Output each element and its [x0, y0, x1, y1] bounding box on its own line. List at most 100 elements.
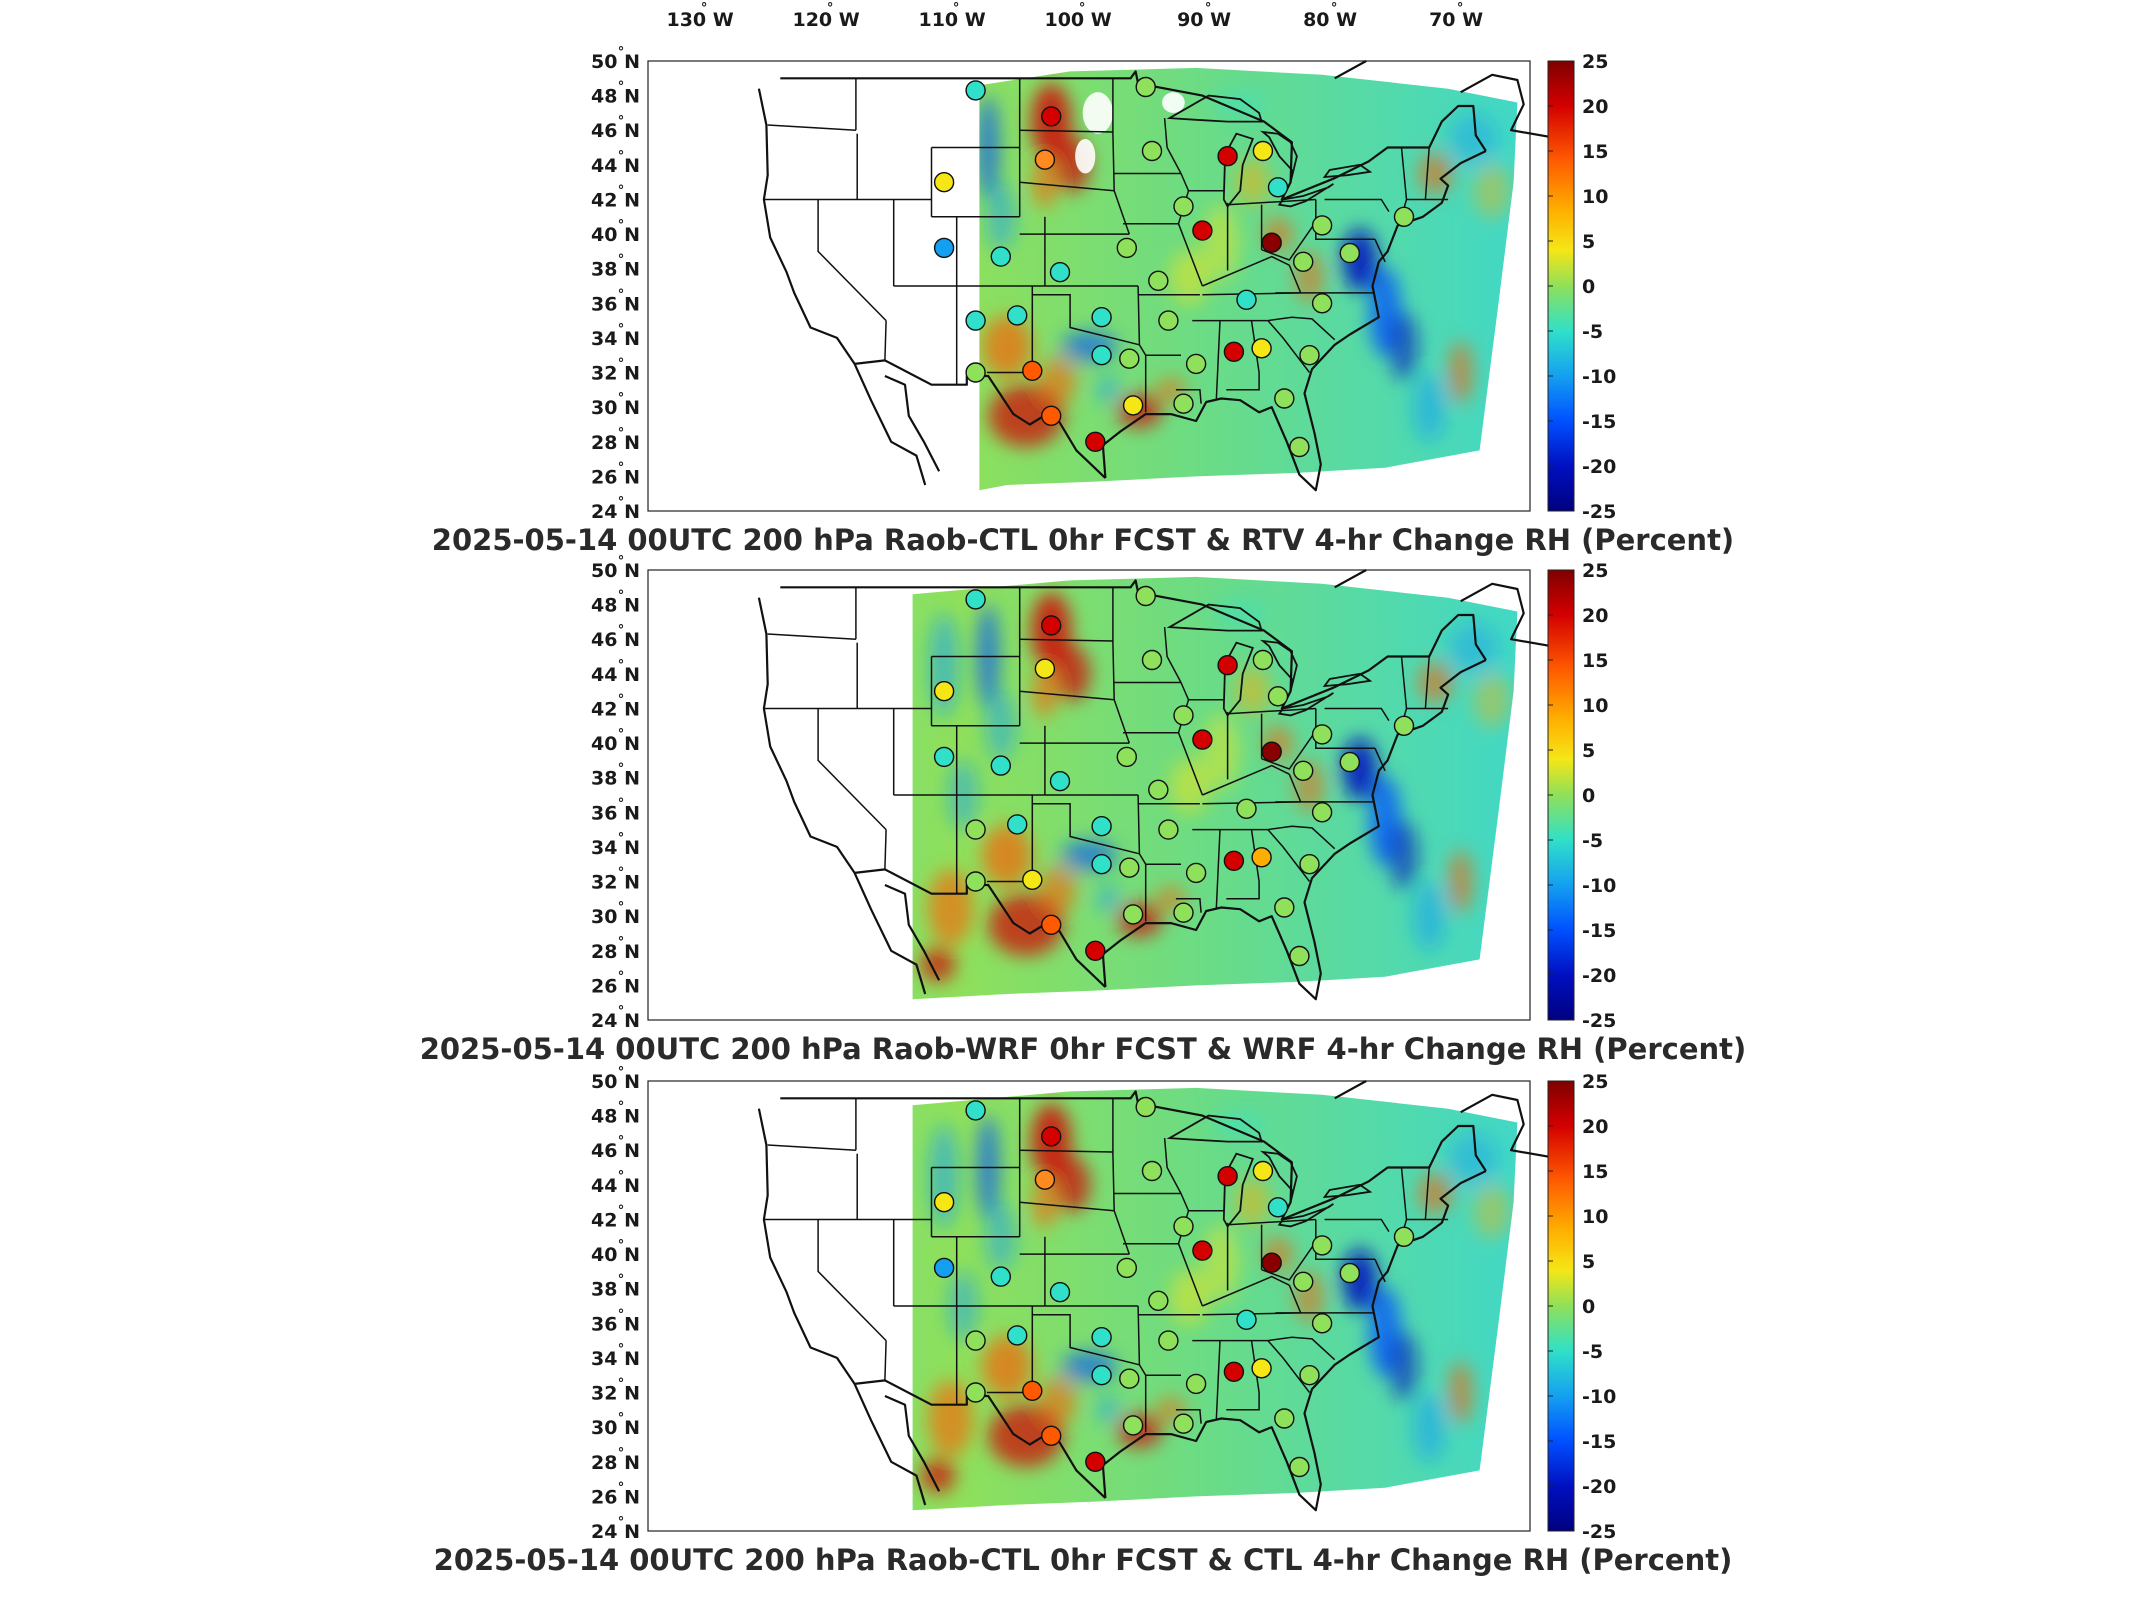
raob-station-marker — [1192, 729, 1213, 750]
colorbar-tick-label: -25 — [1582, 501, 1616, 523]
raob-station-marker — [1311, 724, 1333, 745]
great-lakes — [1166, 94, 1373, 209]
rh-change-field — [912, 576, 1518, 1000]
anomaly-blob — [981, 824, 1033, 887]
state-border — [1202, 1275, 1290, 1307]
lake-outline — [1166, 1114, 1263, 1143]
anomaly-blob — [1038, 866, 1077, 915]
panel-title: 2025-05-14 00UTC 200 hPa Raob-CTL 0hr FC… — [434, 1543, 1733, 1577]
coastline — [757, 1108, 856, 1385]
latitude-labels: 50 N°48 N°46 N°44 N°42 N°40 N°38 N°36 N°… — [591, 1065, 640, 1543]
raob-station-marker — [1091, 307, 1112, 328]
colorbar-tick-label: -25 — [1582, 1010, 1616, 1032]
raob-station-marker — [1135, 1096, 1156, 1118]
latitude-label: 32 N — [591, 1383, 640, 1405]
raob-station-marker — [1185, 1373, 1207, 1395]
colorbar-tick-label: -5 — [1582, 321, 1603, 343]
coastlines-and-borders — [757, 1080, 1562, 1512]
raob-station-marker — [1299, 1364, 1320, 1386]
missing-data-area — [1075, 138, 1096, 174]
anomaly-blob — [1202, 1224, 1241, 1301]
state-border — [1315, 708, 1375, 750]
raob-station-marker — [1299, 345, 1320, 366]
raob-station-marker — [990, 246, 1011, 267]
colorbar-tick-label: 15 — [1582, 141, 1608, 163]
raob-station-marker — [1311, 293, 1333, 314]
lake-outline — [1277, 692, 1334, 717]
raob-station-marker — [1223, 1361, 1245, 1383]
state-border — [817, 708, 887, 831]
anomaly-blob — [1473, 163, 1512, 219]
state-border — [1324, 1218, 1390, 1232]
raob-station-marker — [933, 171, 955, 193]
latitude-label: 30 N — [591, 1417, 640, 1439]
colorbar: 25 20 15 10 5 0 -5 -10 -15 -20 -25 — [1547, 1071, 1616, 1543]
raob-station-marker — [1236, 289, 1257, 310]
raob-station-marker — [965, 310, 986, 331]
state-border — [1032, 802, 1140, 855]
raob-station-marker — [1274, 1408, 1295, 1429]
anomaly-blob — [920, 1458, 956, 1493]
state-border — [1163, 118, 1182, 174]
raob-station-marker — [1251, 847, 1272, 868]
latitude-label: 44 N — [591, 1175, 640, 1197]
state-border — [1227, 1218, 1316, 1226]
raob-station-marker — [1116, 746, 1138, 768]
latitude-label: 48 N — [591, 86, 640, 108]
latitude-label: 30 N — [591, 906, 640, 928]
missing-data-area — [1082, 92, 1113, 134]
state-border — [1163, 627, 1182, 683]
raob-station-marker — [1034, 658, 1056, 679]
degree-symbol: ° — [618, 1480, 625, 1495]
raob-station-marker — [1217, 1165, 1238, 1187]
colorbar-tick-label: 25 — [1582, 560, 1608, 582]
raob-station-marker — [1289, 436, 1310, 458]
lake-outline — [1259, 130, 1298, 183]
degree-symbol: ° — [618, 322, 625, 337]
longitude-labels: 130 W°120 W°110 W°100 W°90 W°80 W°70 W° — [666, 1, 1483, 31]
longitude-label: 70 W — [1429, 9, 1483, 31]
raob-station-marker — [1007, 814, 1028, 835]
raob-station-marker — [1173, 1216, 1194, 1237]
latitude-label: 42 N — [591, 190, 640, 212]
raob-station-marker — [1091, 854, 1112, 875]
degree-symbol: ° — [618, 1411, 625, 1426]
anomaly-blob — [1095, 376, 1121, 404]
raob-station-marker — [965, 871, 986, 892]
state-border — [1424, 1167, 1430, 1220]
coastline — [757, 597, 856, 874]
anomaly-blob — [1202, 713, 1241, 790]
raob-station-marker — [1034, 1169, 1056, 1190]
latitude-label: 24 N — [591, 501, 640, 523]
degree-symbol: ° — [618, 1134, 625, 1149]
degree-symbol: ° — [618, 426, 625, 441]
raob-station-marker — [965, 1382, 986, 1403]
latitude-label: 44 N — [591, 664, 640, 686]
raob-station-marker — [1049, 1281, 1071, 1303]
state-border — [767, 124, 856, 131]
raob-station-marker — [1122, 395, 1144, 416]
anomaly-blob — [1235, 667, 1271, 716]
raob-station-marker — [1040, 1425, 1062, 1447]
state-border — [1019, 129, 1113, 133]
lake-outline — [1322, 672, 1373, 688]
colorbar-tick-label: 5 — [1582, 231, 1595, 253]
state-border — [767, 633, 856, 640]
raob-station-marker — [1267, 686, 1289, 707]
state-border — [1374, 1258, 1386, 1283]
raob-station-marker — [1022, 360, 1043, 381]
colorbar-tick-label: -20 — [1582, 965, 1616, 987]
colorbar-tick-label: 5 — [1582, 740, 1595, 762]
anomaly-blob — [927, 869, 974, 946]
raob-station-marker — [1252, 1160, 1274, 1182]
anomaly-blob — [1448, 1361, 1474, 1424]
rh-change-field — [912, 1087, 1518, 1511]
raob-station-marker — [1091, 345, 1112, 366]
anomaly-blob — [1095, 885, 1121, 913]
degree-symbol: ° — [618, 391, 625, 406]
raob-station-marker — [1292, 760, 1314, 781]
degree-symbol: ° — [618, 1307, 625, 1322]
state-border — [884, 829, 887, 870]
raob-station-marker — [965, 819, 986, 840]
